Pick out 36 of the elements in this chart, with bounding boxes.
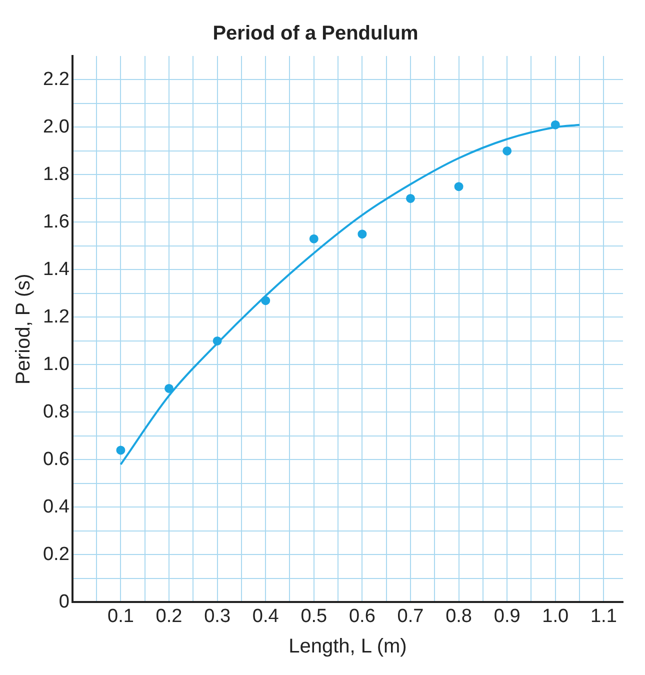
point <box>454 182 464 192</box>
chart-title: Period of a Pendulum <box>212 22 418 45</box>
x-axis-title: Length, L (m) <box>288 636 407 658</box>
y-tick-label: 0.6 <box>42 448 70 470</box>
y-tick-label: 2.0 <box>42 116 70 138</box>
x-tick-label: 1.0 <box>542 606 569 627</box>
point <box>502 146 512 156</box>
point <box>164 384 174 393</box>
y-tick-label: 0 <box>58 591 70 612</box>
x-tick-label: 1.1 <box>590 606 617 627</box>
x-tick-label: 0.9 <box>494 606 520 627</box>
y-axis-title: Period, P (s) <box>12 274 35 384</box>
point <box>406 194 415 203</box>
y-tick-label: 1.4 <box>42 258 70 280</box>
x-tick-label: 0.2 <box>156 606 182 627</box>
point <box>358 230 367 239</box>
x-tick-label: 0.1 <box>108 606 134 627</box>
y-tick-label: 0.8 <box>42 401 70 422</box>
y-tick-label: 0.2 <box>42 544 70 565</box>
point <box>116 446 126 455</box>
y-tick-label: 0.4 <box>42 496 70 518</box>
point <box>309 234 318 244</box>
y-tick-label: 1.2 <box>42 306 70 328</box>
point <box>261 296 270 306</box>
x-tick-label: 0.3 <box>204 606 231 627</box>
y-tick-label: 2.2 <box>42 68 70 90</box>
y-tick-label: 1.6 <box>42 211 70 232</box>
point <box>212 336 222 346</box>
x-tick-label: 0.7 <box>397 606 424 627</box>
x-tick-label: 0.6 <box>348 606 376 627</box>
point <box>550 120 560 130</box>
x-tick-label: 0.4 <box>252 606 280 627</box>
y-tick-label: 1.0 <box>42 354 70 375</box>
x-tick-label: 0.5 <box>300 606 328 627</box>
x-tick-label: 0.8 <box>446 606 472 627</box>
y-tick-label: 1.8 <box>42 164 70 185</box>
